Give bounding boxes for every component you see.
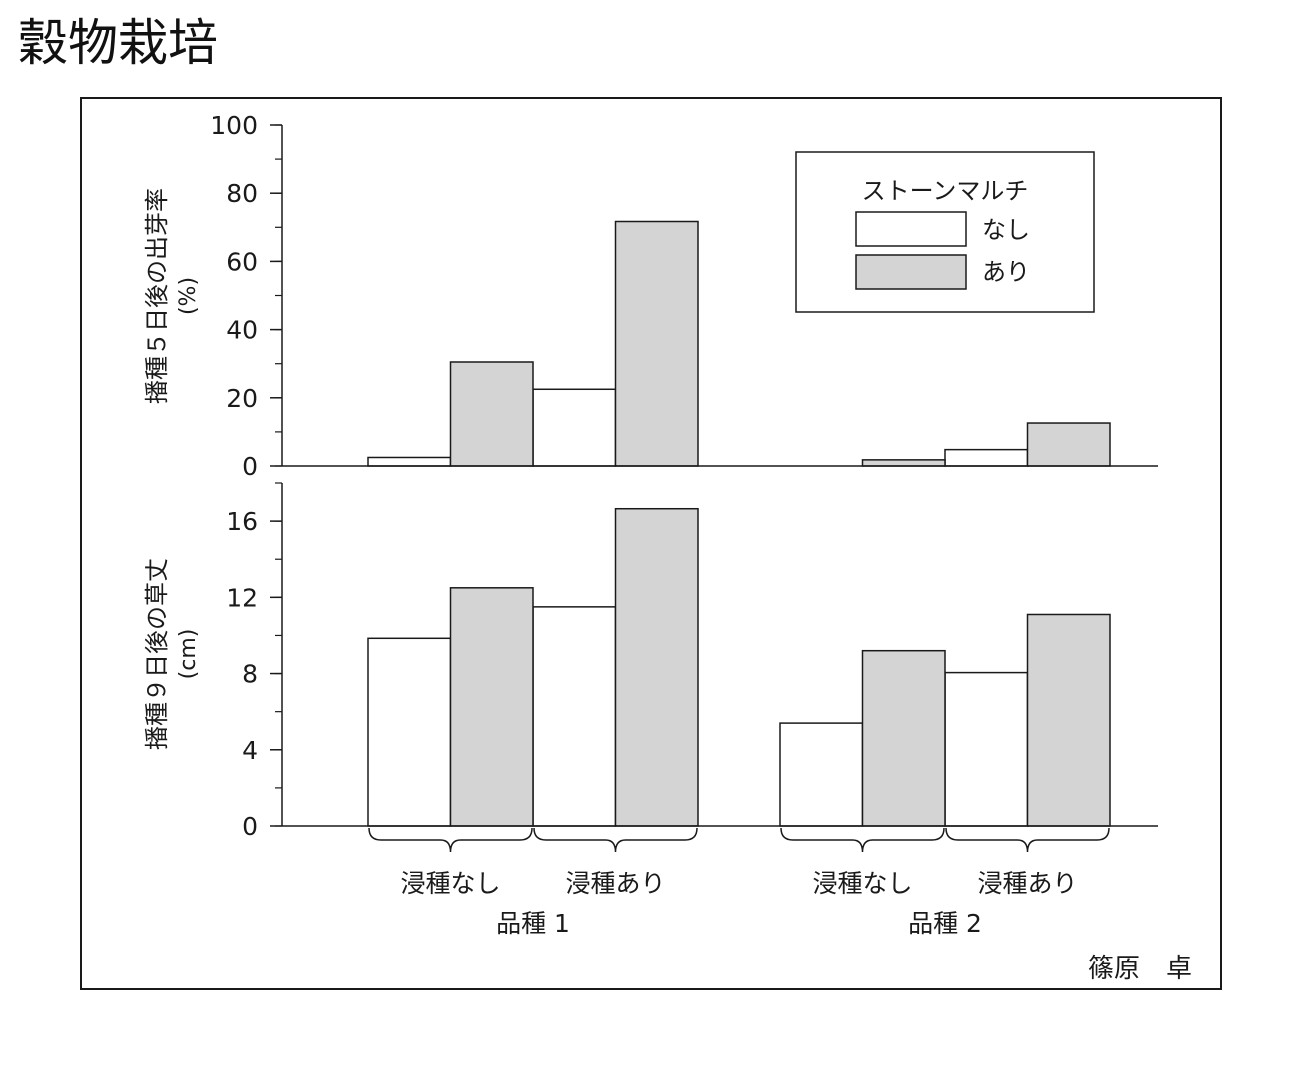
page-title: 穀物栽培 [18,14,218,72]
y-axis-label-top: 播種５日後の出芽率 [143,188,171,404]
y-tick-label-top: 20 [226,384,258,413]
legend-title: ストーンマルチ [862,177,1029,205]
y-axis-label-bottom: 播種９日後の草丈 [143,558,171,750]
author-credit: 篠原 卓 [1088,954,1192,984]
bar-top-none-1 [532,388,617,467]
x-group-brace [780,827,945,853]
bar-top-with-0 [449,361,534,467]
x-group-brace [368,827,533,853]
x-category-label: 浸種なし [400,869,500,898]
bar-top-none-3 [944,448,1029,467]
y-tick-label-bottom: 8 [242,660,258,689]
bar-bottom-none-2 [779,722,864,827]
y-tick-label-bottom: 4 [242,736,258,765]
y-tick-label-top: 80 [226,179,258,208]
x-group-label: 品種 1 [496,909,570,938]
plot-top: 0 20 40 60 80 100 [210,111,1158,481]
bar-bottom-none-3 [944,671,1029,827]
y-tick-label-top: 60 [226,247,258,276]
y-tick-label-top: 40 [226,316,258,345]
y-axis-unit-bottom: (cm) [176,629,201,680]
y-tick-label-top: 0 [242,452,258,481]
legend: ストーンマルチ なし あり [795,151,1095,313]
y-axis-unit-top: (%) [176,277,201,315]
bar-top-with-2 [861,459,946,467]
y-tick-label-top: 100 [210,111,258,140]
legend-label-with: あり [982,258,1030,286]
legend-swatch-none [855,211,967,247]
x-group-brace [533,827,698,853]
bar-bottom-with-0 [449,587,534,827]
legend-label-none: なし [982,216,1030,244]
legend-swatch-with [855,254,967,290]
x-group-brace [945,827,1110,853]
bar-top-none-0 [367,456,452,467]
x-category-label: 浸種なし [812,869,912,898]
y-tick-label-bottom: 12 [226,583,258,612]
bar-top-with-3 [1026,422,1111,467]
chart-frame [80,97,1222,990]
x-group-label: 品種 2 [908,909,982,938]
x-category-label: 浸種あり [977,869,1077,898]
bar-bottom-with-2 [861,649,946,827]
y-tick-label-bottom: 16 [226,507,258,536]
y-tick-label-bottom: 0 [242,812,258,841]
bar-top-with-1 [614,220,699,467]
bar-bottom-none-1 [532,606,617,827]
plot-bottom: 0 4 8 12 16 [226,482,1158,841]
bar-bottom-none-0 [367,637,452,827]
x-category-label: 浸種あり [565,869,665,898]
bar-bottom-with-1 [614,507,699,827]
bar-bottom-with-3 [1026,613,1111,827]
